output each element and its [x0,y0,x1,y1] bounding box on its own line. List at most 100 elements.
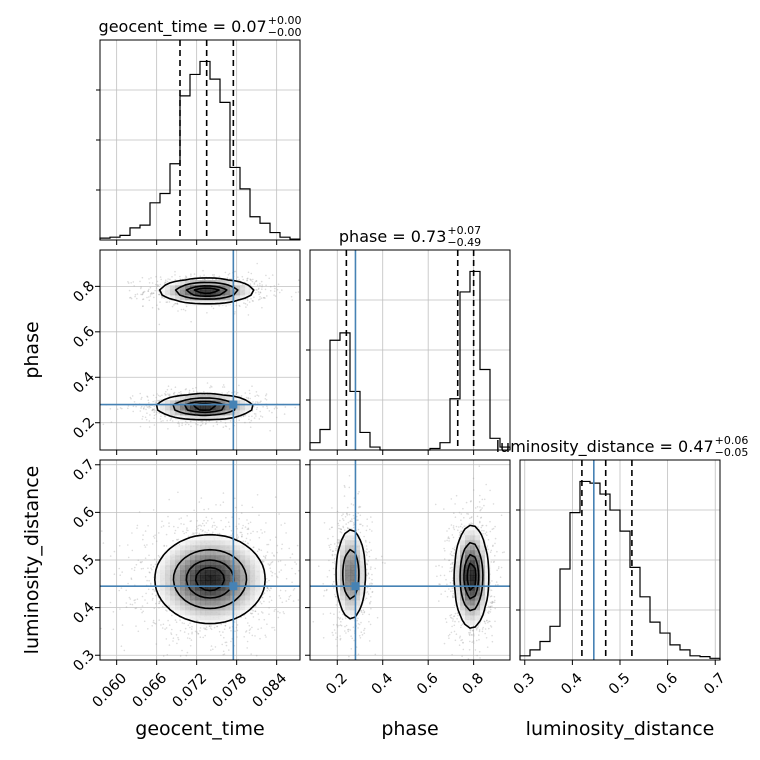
scatter-point [240,395,243,397]
scatter-point [148,554,150,557]
scatter-point [234,270,237,273]
scatter-point [241,535,243,538]
scatter-point [171,614,173,617]
scatter-point [358,506,360,509]
scatter-point [151,282,154,284]
scatter-point [177,636,179,639]
scatter-point [344,486,346,488]
scatter-point [494,525,496,528]
scatter-point [255,654,258,657]
scatter-point [246,277,248,280]
scatter-point [155,643,158,645]
density-cell [225,570,231,576]
scatter-point [284,564,287,566]
density-cell [170,285,176,291]
scatter-point [185,305,188,308]
scatter-point [271,626,273,629]
scatter-point [198,532,201,535]
scatter-point [327,537,329,540]
scatter-point [203,627,205,629]
scatter-point [135,563,138,566]
scatter-point [337,539,339,541]
scatter-point [328,569,331,572]
scatter-point [190,639,193,641]
scatter-point [202,636,204,639]
scatter-point [342,526,345,529]
density-cell [245,560,251,566]
scatter-point [366,563,368,566]
scatter-point [249,397,251,400]
scatter-point [204,531,206,533]
scatter-point [214,528,217,530]
scatter-point [277,283,280,286]
scatter-point [188,389,191,392]
density-cell [180,590,186,596]
scatter-point [150,293,152,295]
scatter-point [130,297,133,300]
scatter-point [153,408,156,410]
scatter-point [216,423,219,426]
density-cell [255,580,261,586]
scatter-point [241,275,244,278]
scatter-point [140,407,142,409]
scatter-point [371,590,374,593]
scatter-point [190,320,192,323]
scatter-point [230,278,232,280]
density-cell [195,615,201,621]
scatter-point [178,425,180,427]
scatter-point [254,610,257,613]
scatter-point [148,288,150,291]
scatter-point [167,393,169,395]
density-cell [210,600,216,606]
scatter-point [150,567,152,569]
scatter-point [185,276,188,278]
scatter-point [173,393,175,395]
scatter-point [150,564,152,566]
scatter-point [349,520,352,523]
scatter-point [220,623,222,626]
scatter-point [341,514,343,517]
density-cell [195,610,201,616]
scatter-point [125,606,128,608]
scatter-point [135,625,137,627]
scatter-point [216,625,219,628]
scatter-point [253,546,255,548]
scatter-point [135,607,138,609]
scatter-point [369,603,371,605]
scatter-point [226,277,229,280]
scatter-point [189,622,191,624]
density-cell [250,590,256,596]
scatter-point [160,278,162,281]
scatter-point [141,595,144,598]
scatter-point [136,598,139,600]
scatter-point [224,271,227,274]
scatter-point [180,308,183,311]
scatter-point [249,628,252,630]
density-cell [170,290,176,296]
density-cell [240,600,246,606]
scatter-point [240,416,243,418]
scatter-point [257,395,260,397]
scatter-point [249,392,251,395]
scatter-point [275,416,278,419]
scatter-point [335,604,338,606]
scatter-point [144,557,147,559]
scatter-point [269,595,271,598]
scatter-point [369,623,372,626]
scatter-point [454,612,457,615]
scatter-point [258,536,261,539]
scatter-point [242,415,245,418]
scatter-point [468,649,471,651]
scatter-point [333,573,336,576]
scatter-point [183,622,185,625]
scatter-point [235,393,237,395]
scatter-point [255,415,257,417]
scatter-point [328,528,331,530]
scatter-point [159,276,162,278]
scatter-point [264,634,267,637]
scatter-point [202,529,204,532]
scatter-point [158,400,160,402]
density-cell [210,610,216,616]
scatter-point [174,386,177,389]
scatter-point [270,587,272,590]
